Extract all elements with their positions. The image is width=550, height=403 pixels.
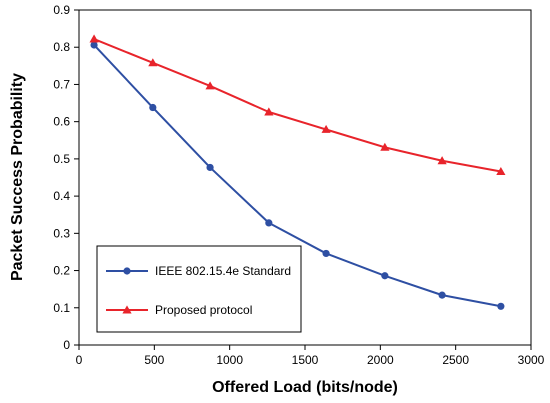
series-layer — [89, 34, 506, 310]
y-tick-label: 0.3 — [53, 226, 70, 240]
x-tick-label: 2500 — [442, 353, 469, 367]
x-tick-label: 1000 — [216, 353, 243, 367]
x-tick-label: 2000 — [367, 353, 394, 367]
y-tick-label: 0.8 — [53, 40, 70, 54]
data-point — [380, 142, 390, 151]
y-tick-label: 0.1 — [53, 301, 70, 315]
data-point — [497, 302, 505, 310]
legend-label: IEEE 802.15.4e Standard — [155, 264, 291, 278]
x-axis-ticks: 0 500 1000 1500 2000 2500 3000 — [76, 345, 545, 367]
y-tick-label: 0.5 — [53, 152, 70, 166]
y-tick-label: 0.6 — [53, 115, 70, 129]
x-tick-label: 500 — [144, 353, 164, 367]
series-line-0 — [93, 44, 502, 308]
data-point — [205, 81, 215, 90]
legend-box — [96, 245, 302, 333]
y-tick-label: 0.2 — [53, 264, 70, 278]
data-point — [206, 163, 214, 172]
data-point — [264, 107, 274, 116]
legend-label: Proposed protocol — [155, 303, 252, 317]
data-point — [89, 34, 99, 43]
data-point — [381, 272, 389, 280]
legend-marker — [123, 267, 131, 275]
x-tick-label: 0 — [76, 353, 83, 367]
y-tick-label: 0.4 — [53, 189, 70, 203]
data-point — [322, 249, 330, 258]
y-tick-label: 0.7 — [53, 77, 70, 91]
data-point — [149, 103, 157, 112]
data-point — [437, 156, 447, 165]
y-axis-ticks: 0 0.1 0.2 0.3 0.4 0.5 0.6 0.7 0.8 0.9 — [53, 3, 79, 352]
data-point — [265, 219, 273, 227]
y-tick-label: 0.9 — [53, 3, 70, 17]
series-line-1 — [93, 38, 502, 173]
data-point — [148, 58, 158, 67]
data-point — [321, 124, 331, 133]
y-tick-label: 0 — [63, 338, 70, 352]
x-axis-title: Offered Load (bits/node) — [212, 379, 398, 396]
x-tick-label: 1500 — [292, 353, 319, 367]
y-axis-title: Packet Success Probability — [9, 73, 26, 281]
data-point — [90, 41, 98, 49]
legend: IEEE 802.15.4e Standard Proposed protocol — [96, 245, 302, 333]
data-point — [438, 291, 446, 299]
x-tick-label: 3000 — [518, 353, 545, 367]
data-point — [496, 166, 506, 175]
legend-marker — [122, 305, 132, 314]
